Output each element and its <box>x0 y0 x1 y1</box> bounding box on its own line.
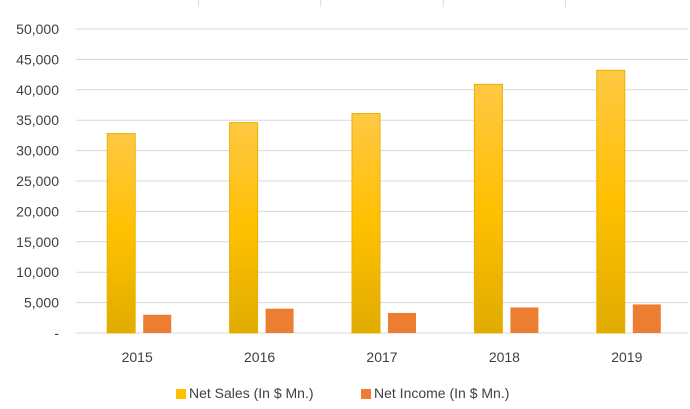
legend-label: Net Sales (In $ Mn.) <box>189 385 314 401</box>
bar-net-sales <box>351 113 381 334</box>
x-tick-label: 2016 <box>244 349 275 365</box>
bar-net-income <box>143 314 172 333</box>
y-tick-label: 40,000 <box>16 82 59 98</box>
y-axis-ticks: - 5,000 10,000 15,000 20,000 25,000 30,000 35,0… <box>16 21 59 341</box>
legend-swatch <box>176 389 186 399</box>
bar-net-income <box>510 307 539 333</box>
y-tick-label: 5,000 <box>24 295 59 311</box>
x-tick-label: 2017 <box>366 349 397 365</box>
y-tick-label: 10,000 <box>16 264 59 280</box>
y-tick-label: 25,000 <box>16 173 59 189</box>
y-tick-label: 15,000 <box>16 234 59 250</box>
bar-net-income <box>265 308 294 333</box>
x-tick-label: 2019 <box>611 349 642 365</box>
y-tick-label: 20,000 <box>16 203 59 219</box>
legend-label: Net Income (In $ Mn.) <box>374 385 509 401</box>
bar-net-income <box>632 304 661 333</box>
x-axis-ticks: 2015 2016 2017 2018 2019 <box>122 349 643 365</box>
bar-net-sales <box>473 83 503 334</box>
x-tick-label: 2018 <box>489 349 520 365</box>
y-tick-label: 35,000 <box>16 112 59 128</box>
bar-net-sales <box>229 122 259 334</box>
gridlines <box>76 0 688 334</box>
bar-net-income <box>388 312 416 333</box>
legend: Net Sales (In $ Mn.) Net Income (In $ Mn.… <box>176 385 509 401</box>
x-tick-label: 2015 <box>122 349 153 365</box>
bar-net-sales <box>106 133 136 334</box>
bars <box>106 69 661 334</box>
y-tick-label: - <box>54 325 59 341</box>
y-tick-label: 50,000 <box>16 21 59 37</box>
y-tick-label: 45,000 <box>16 51 59 67</box>
bar-net-sales <box>596 69 626 334</box>
legend-swatch <box>361 389 371 399</box>
y-tick-label: 30,000 <box>16 143 59 159</box>
